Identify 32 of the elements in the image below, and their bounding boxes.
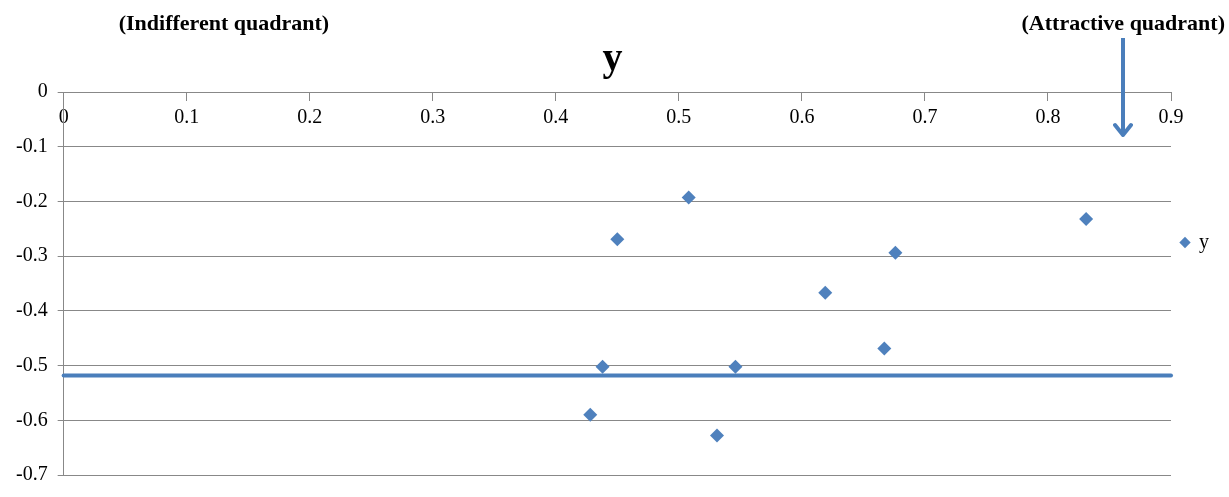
y-tick-label: -0.4	[15, 298, 48, 321]
x-tick-label: 0.8	[1035, 105, 1061, 128]
point	[818, 285, 833, 300]
point	[728, 359, 743, 374]
x-tick-label: 0.2	[297, 105, 323, 128]
point	[595, 359, 610, 374]
x-tick-label: 0.5	[666, 105, 692, 128]
x-tick-label: 0.1	[174, 105, 200, 128]
y-tick-label: -0.6	[15, 407, 48, 430]
point	[1079, 211, 1094, 226]
y-tick-label: -0.2	[15, 188, 48, 211]
point	[709, 428, 724, 443]
x-tick-label: 0.4	[543, 105, 569, 128]
point	[583, 407, 598, 422]
y-tick-label: -0.7	[15, 462, 48, 485]
x-tick-label: 0.9	[1158, 105, 1184, 128]
text: (Attractive quadrant)	[1021, 9, 1225, 35]
y-tick-label: -0.5	[15, 352, 48, 375]
y-tick-label: -0.1	[15, 133, 48, 156]
x-tick-label: 0.3	[420, 105, 446, 128]
legend-label: y	[1199, 229, 1209, 253]
y-tick-label: -0.3	[15, 243, 48, 266]
x-tick-label: 0	[58, 105, 69, 128]
y-tick-label: 0	[37, 79, 48, 102]
text: (Indifferent quadrant)	[118, 9, 330, 35]
point	[610, 232, 625, 247]
point	[681, 190, 696, 205]
chart-title: y	[602, 34, 623, 80]
x-tick-label: 0.6	[789, 105, 815, 128]
point	[888, 245, 903, 260]
point	[877, 341, 892, 356]
x-tick-label: 0.7	[912, 105, 938, 128]
